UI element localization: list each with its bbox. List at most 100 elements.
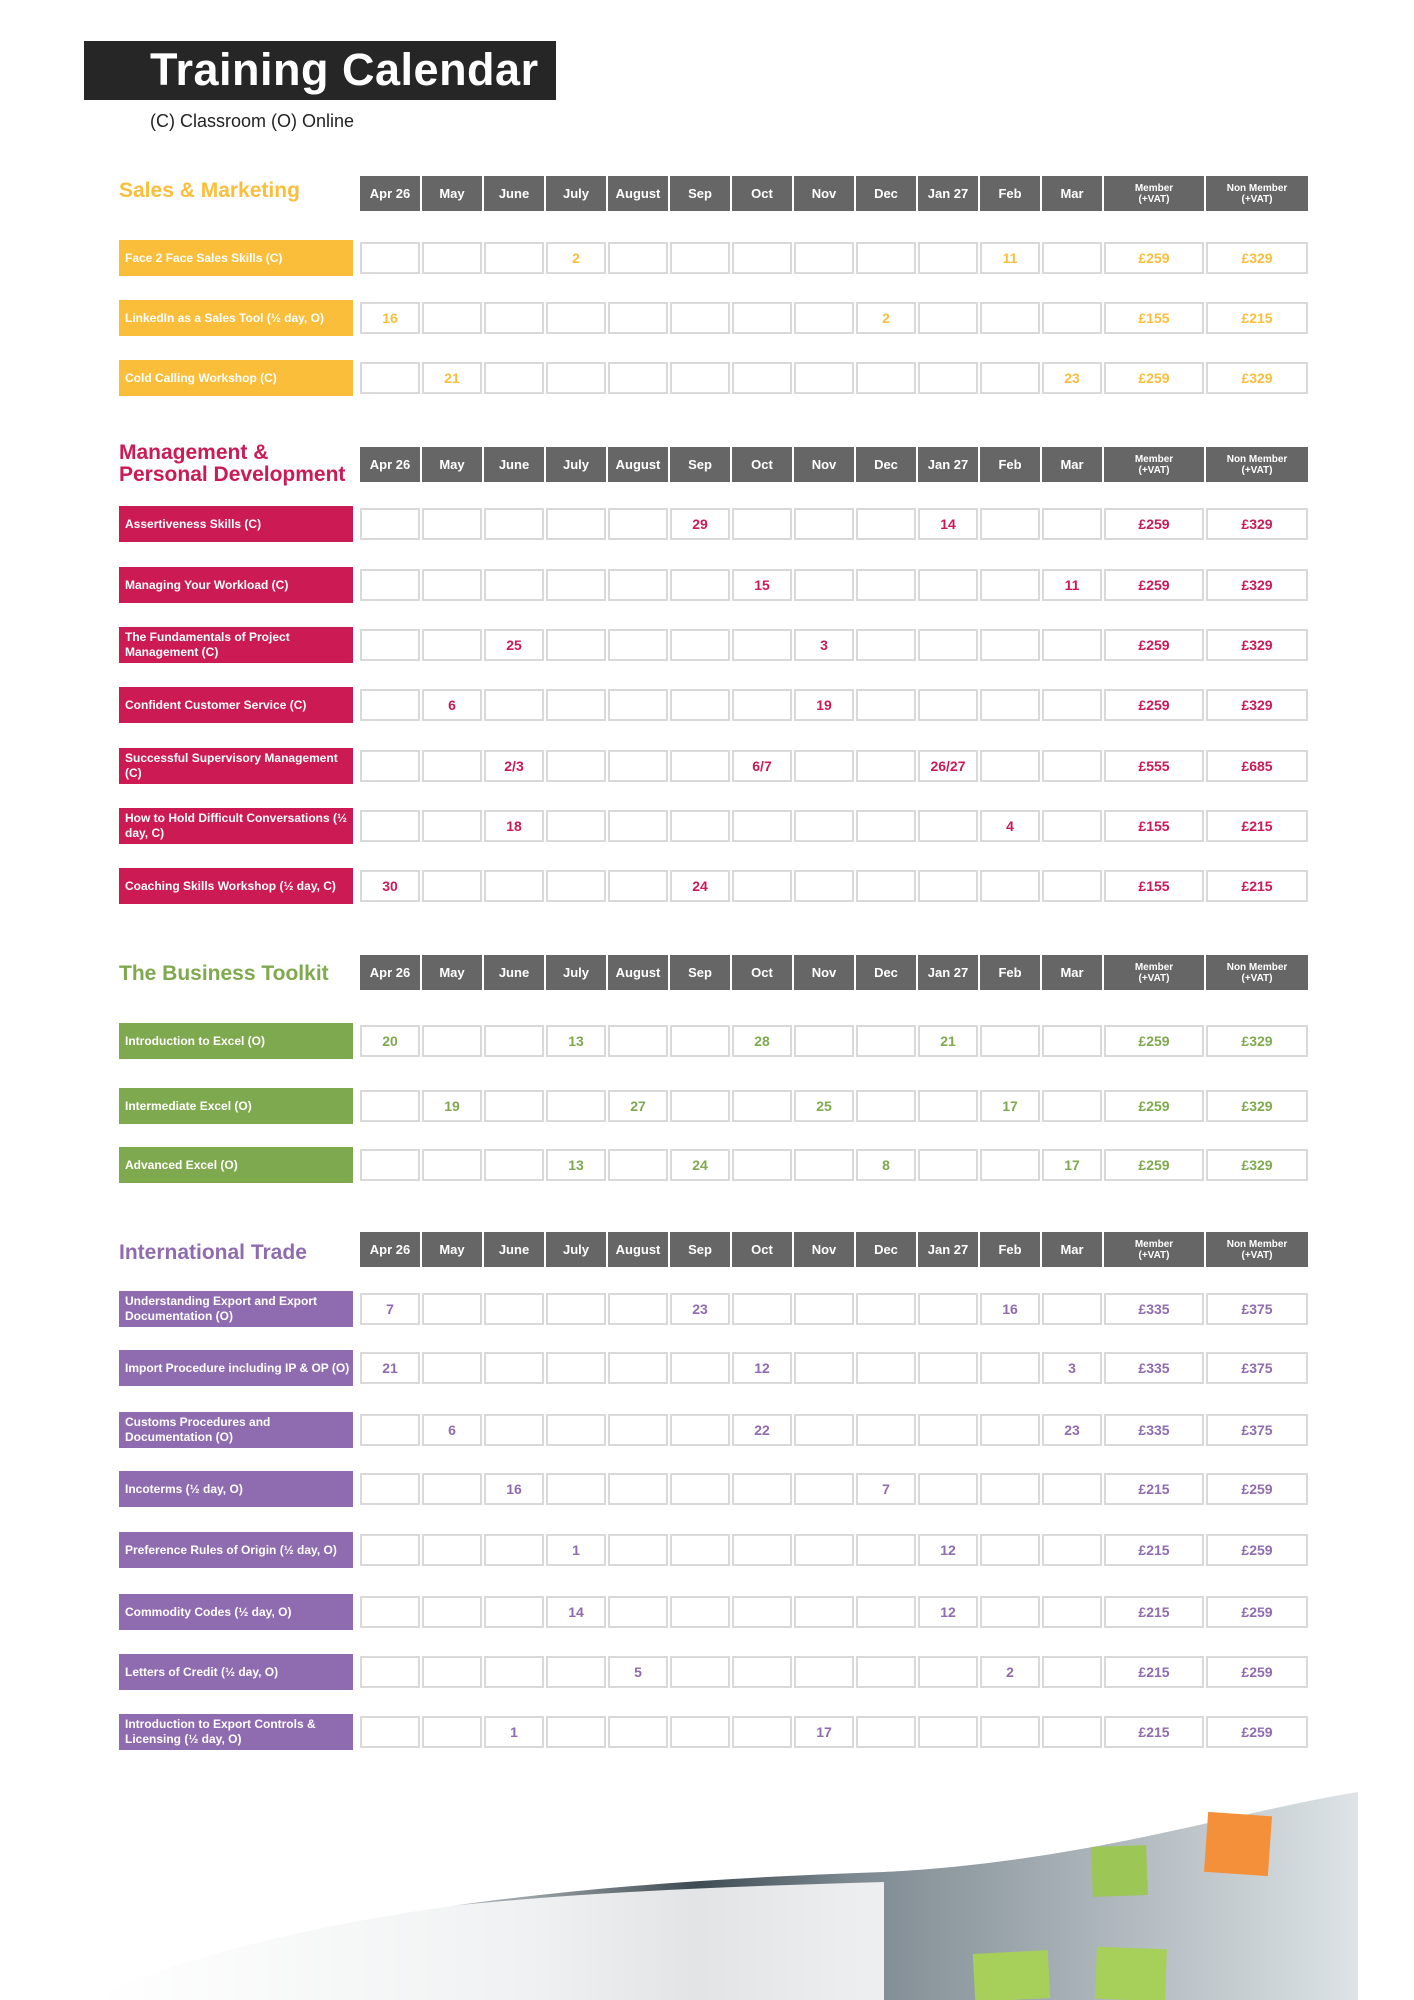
date-cell: [422, 242, 482, 274]
date-cell: 27: [608, 1090, 668, 1122]
date-cell: [546, 870, 606, 902]
section-title: The Business Toolkit: [119, 962, 329, 985]
month-header: May: [422, 1232, 482, 1267]
date-cell: [546, 569, 606, 601]
date-cell: 12: [732, 1352, 792, 1384]
course-name: How to Hold Difficult Conversations (½ d…: [119, 808, 353, 844]
course-name: Import Procedure including IP & OP (O): [119, 1350, 353, 1386]
date-cell: [546, 302, 606, 334]
date-cell: [360, 1534, 420, 1566]
date-cell: [484, 1025, 544, 1057]
date-cell: [670, 1414, 730, 1446]
month-header: Nov: [794, 176, 854, 211]
date-cell: [980, 750, 1040, 782]
month-header: Jan 27: [918, 1232, 978, 1267]
month-header: Apr 26: [360, 176, 420, 211]
month-header: July: [546, 1232, 606, 1267]
date-cell: 25: [794, 1090, 854, 1122]
date-cell: [484, 569, 544, 601]
office-photo: [84, 1772, 1358, 2000]
non-member-price-header-line: (+VAT): [1241, 1249, 1273, 1261]
date-cell: 12: [918, 1596, 978, 1628]
date-cell: [546, 508, 606, 540]
date-cell: [856, 1293, 916, 1325]
course-name: Intermediate Excel (O): [119, 1088, 353, 1124]
course-name: Introduction to Export Controls & Licens…: [119, 1714, 353, 1750]
date-cell: [794, 1025, 854, 1057]
member-price: £259: [1104, 1090, 1204, 1122]
course-name: Cold Calling Workshop (C): [119, 360, 353, 396]
date-cell: [546, 1716, 606, 1748]
non-member-price: £259: [1206, 1534, 1308, 1566]
date-cell: [1042, 629, 1102, 661]
date-cell: [608, 1596, 668, 1628]
date-cell: [1042, 1656, 1102, 1688]
date-cell: [732, 242, 792, 274]
date-cell: [546, 689, 606, 721]
month-header: July: [546, 176, 606, 211]
date-cell: [484, 1149, 544, 1181]
date-cell: [546, 362, 606, 394]
member-price: £335: [1104, 1352, 1204, 1384]
date-cell: [546, 1090, 606, 1122]
date-cell: [794, 508, 854, 540]
date-cell: [484, 1414, 544, 1446]
member-price: £215: [1104, 1596, 1204, 1628]
non-member-price: £329: [1206, 689, 1308, 721]
course-name: Customs Procedures and Documentation (O): [119, 1412, 353, 1448]
month-header: Dec: [856, 176, 916, 211]
non-member-price-header-line: (+VAT): [1241, 972, 1273, 984]
date-cell: [546, 629, 606, 661]
course-name: Understanding Export and Export Document…: [119, 1291, 353, 1327]
date-cell: [918, 1293, 978, 1325]
date-cell: 23: [1042, 1414, 1102, 1446]
non-member-price: £329: [1206, 629, 1308, 661]
date-cell: [670, 1656, 730, 1688]
date-cell: [670, 362, 730, 394]
date-cell: [670, 689, 730, 721]
date-cell: [732, 810, 792, 842]
date-cell: [918, 1716, 978, 1748]
month-header: Feb: [980, 176, 1040, 211]
non-member-price-header: Non Member (+VAT): [1206, 447, 1308, 482]
date-cell: [608, 302, 668, 334]
date-cell: 2/3: [484, 750, 544, 782]
date-cell: [608, 810, 668, 842]
date-cell: 14: [546, 1596, 606, 1628]
member-price-header-line: Member: [1134, 453, 1174, 465]
month-header: Apr 26: [360, 447, 420, 482]
date-cell: [1042, 1534, 1102, 1566]
course-name: Face 2 Face Sales Skills (C): [119, 240, 353, 276]
date-cell: [608, 629, 668, 661]
date-cell: [484, 508, 544, 540]
member-price: £215: [1104, 1716, 1204, 1748]
date-cell: [484, 1293, 544, 1325]
date-cell: [1042, 1596, 1102, 1628]
date-cell: [856, 242, 916, 274]
date-cell: 3: [1042, 1352, 1102, 1384]
non-member-price: £375: [1206, 1293, 1308, 1325]
date-cell: [918, 870, 978, 902]
non-member-price-header-line: Non Member: [1226, 453, 1288, 465]
date-cell: 13: [546, 1025, 606, 1057]
date-cell: 26/27: [918, 750, 978, 782]
date-cell: [732, 1090, 792, 1122]
date-cell: [794, 750, 854, 782]
date-cell: [1042, 302, 1102, 334]
date-cell: [732, 689, 792, 721]
member-price: £259: [1104, 242, 1204, 274]
month-header: Mar: [1042, 955, 1102, 990]
month-header: Sep: [670, 955, 730, 990]
date-cell: [360, 1716, 420, 1748]
date-cell: [608, 362, 668, 394]
member-price-header-line: (+VAT): [1138, 972, 1170, 984]
date-cell: [422, 1293, 482, 1325]
member-price-header-line: (+VAT): [1138, 464, 1170, 476]
date-cell: 12: [918, 1534, 978, 1566]
date-cell: 7: [856, 1473, 916, 1505]
date-cell: [484, 302, 544, 334]
date-cell: 2: [546, 242, 606, 274]
date-cell: [794, 810, 854, 842]
course-name: Successful Supervisory Management (C): [119, 748, 353, 784]
date-cell: [360, 569, 420, 601]
